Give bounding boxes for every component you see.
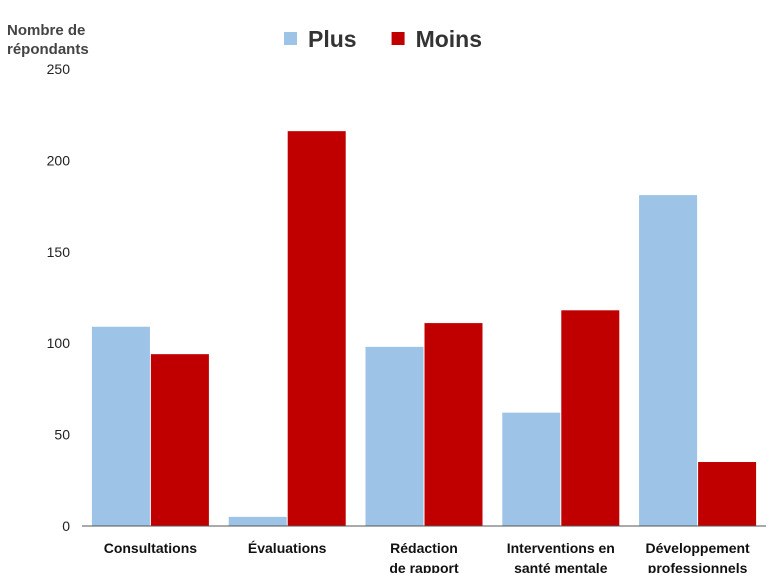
y-tick-label: 200 (47, 152, 71, 168)
y-tick-label: 100 (47, 335, 71, 351)
x-axis-labels: Consultations Évaluations Rédaction de rapp… (104, 540, 750, 573)
bar-plus-4 (502, 412, 561, 526)
bar-plus-1 (91, 326, 150, 526)
legend-swatch-moins (391, 32, 405, 45)
legend-label-plus: Plus (308, 26, 357, 52)
y-tick-label: 50 (54, 427, 70, 443)
bar-plus-5 (639, 195, 698, 526)
x-category-label-line: Évaluations (248, 540, 327, 556)
y-axis-title-line-1: Nombre de (7, 22, 85, 39)
x-category-label: Développement professionnels (645, 540, 750, 573)
x-category-label: Consultations (104, 540, 198, 556)
y-axis-title: Nombre de répondants (7, 22, 89, 58)
bar-moins-2 (287, 131, 346, 527)
x-category-label-line: santé mentale (514, 560, 608, 573)
y-axis-title-line-2: répondants (7, 41, 89, 58)
y-tick-label: 250 (47, 61, 71, 77)
bar-plus-3 (365, 346, 424, 526)
bar-moins-1 (150, 354, 209, 526)
y-axis-ticks: 0 50 100 150 200 250 (47, 61, 71, 534)
x-category-label-line: Développement (645, 540, 750, 556)
x-category-label: Rédaction de rapport (389, 540, 459, 573)
y-tick-label: 150 (47, 244, 71, 260)
legend-swatch-plus (284, 32, 297, 45)
legend-label-moins: Moins (416, 26, 482, 52)
bar-moins-3 (424, 323, 483, 526)
x-category-label-line: Rédaction (390, 540, 458, 556)
bars (91, 131, 757, 527)
bar-moins-5 (698, 462, 757, 526)
x-category-label-line: professionnels (648, 560, 748, 573)
x-category-label: Évaluations (248, 540, 327, 556)
bar-moins-4 (561, 310, 620, 526)
x-category-label-line: de rapport (389, 560, 459, 573)
legend: Plus Moins (284, 26, 482, 52)
x-category-label: Interventions en santé mentale (507, 540, 615, 573)
x-category-label-line: Consultations (104, 540, 198, 556)
y-tick-label: 0 (62, 518, 70, 534)
x-category-label-line: Interventions en (507, 540, 615, 556)
bar-plus-2 (228, 516, 287, 526)
